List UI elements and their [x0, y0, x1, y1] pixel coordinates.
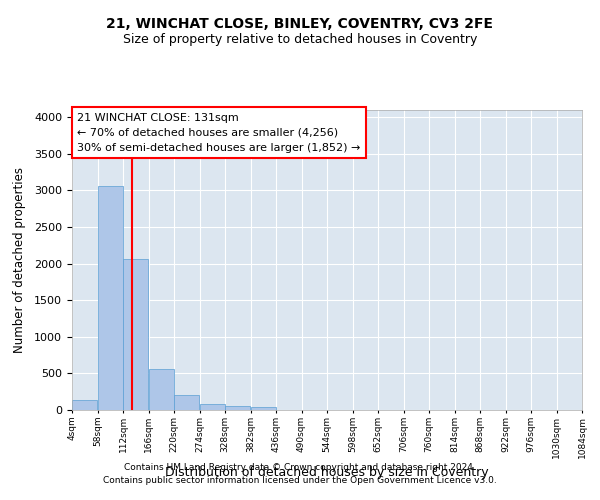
Bar	[226, 406, 250, 410]
Y-axis label: Number of detached properties: Number of detached properties	[13, 167, 26, 353]
Bar	[200, 404, 224, 410]
Text: Size of property relative to detached houses in Coventry: Size of property relative to detached ho…	[123, 32, 477, 46]
X-axis label: Distribution of detached houses by size in Coventry: Distribution of detached houses by size …	[165, 466, 489, 479]
Text: Contains HM Land Registry data © Crown copyright and database right 2024.: Contains HM Land Registry data © Crown c…	[124, 464, 476, 472]
Text: 21 WINCHAT CLOSE: 131sqm
← 70% of detached houses are smaller (4,256)
30% of sem: 21 WINCHAT CLOSE: 131sqm ← 70% of detach…	[77, 113, 361, 152]
Bar	[73, 400, 97, 410]
Bar	[98, 186, 122, 410]
Text: Contains public sector information licensed under the Open Government Licence v3: Contains public sector information licen…	[103, 476, 497, 485]
Bar	[149, 369, 173, 410]
Bar	[251, 408, 275, 410]
Bar	[175, 396, 199, 410]
Text: 21, WINCHAT CLOSE, BINLEY, COVENTRY, CV3 2FE: 21, WINCHAT CLOSE, BINLEY, COVENTRY, CV3…	[107, 18, 493, 32]
Bar	[124, 258, 148, 410]
